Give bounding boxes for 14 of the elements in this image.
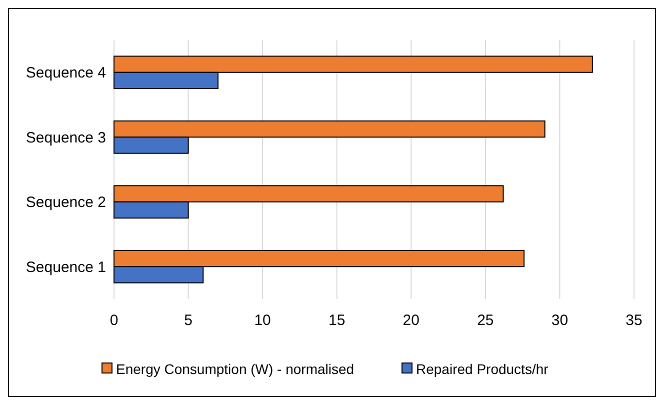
x-tick-label: 20 [402, 312, 420, 329]
y-tick-label: Sequence 3 [26, 129, 106, 146]
x-tick-label: 10 [254, 312, 271, 329]
y-tick-label: Sequence 4 [26, 64, 106, 82]
legend-label: Repaired Products/hr [416, 360, 549, 377]
x-tick-label: 35 [626, 312, 642, 329]
x-tick-label: 30 [551, 312, 568, 329]
y-tick-label: Sequence 1 [26, 258, 106, 276]
x-tick-label: 15 [328, 312, 346, 329]
y-tick-label: Sequence 2 [26, 194, 106, 212]
x-tick-label: 25 [477, 312, 494, 329]
x-tick-label: 5 [184, 312, 192, 329]
x-tick-label: 0 [110, 312, 118, 329]
legend-label: Energy Consumption (W) - normalised [116, 360, 354, 377]
